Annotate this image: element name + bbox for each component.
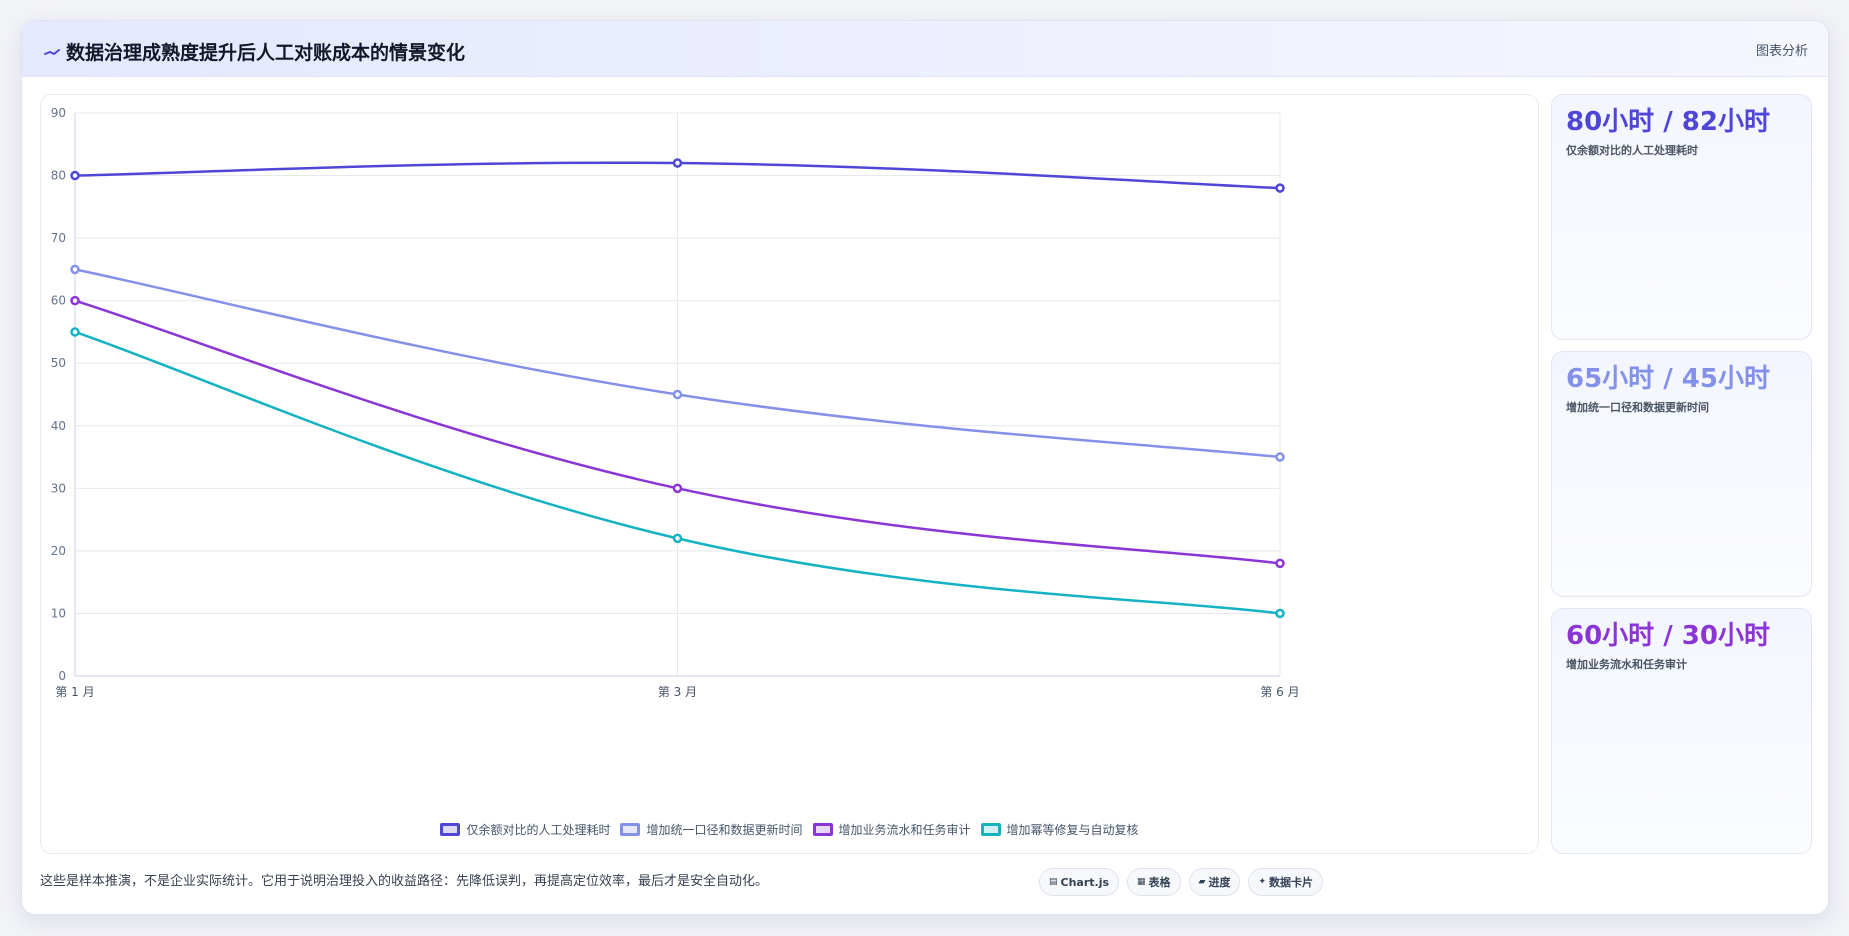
x-tick-label: 第 3 月 — [658, 685, 697, 699]
stat-card-3: 60小时 / 30小时 增加业务流水和任务审计 — [1551, 608, 1812, 854]
stat-card-1: 80小时 / 82小时 仅余额对比的人工处理耗时 — [1551, 94, 1812, 340]
y-tick-label: 40 — [51, 419, 66, 433]
legend-label: 增加统一口径和数据更新时间 — [646, 823, 803, 837]
stat-label: 仅余额对比的人工处理耗时 — [1566, 144, 1698, 157]
data-point — [672, 158, 683, 168]
chart-card: 数据治理成熟度提升后人工对账成本的情景变化 图表分析 0 10 20 30 40 50 60… — [21, 20, 1829, 915]
legend-item[interactable]: 增加业务流水和任务审计 — [812, 821, 971, 838]
chart-analysis-link[interactable]: 图表分析 — [1755, 44, 1808, 59]
footer-note: 这些是样本推演，不是企业实际统计。它用于说明治理投入的收益路径：先降低误判，再提… — [40, 874, 769, 889]
progress-icon: ▰ — [1198, 877, 1206, 887]
data-point — [672, 533, 683, 544]
data-point — [1275, 558, 1285, 569]
data-point — [1275, 452, 1285, 462]
progress-pill[interactable]: ▰ 进度 — [1188, 868, 1241, 896]
stat-value: 60小时 / 30小时 — [1566, 621, 1770, 651]
chart-panel: 0 10 20 30 40 50 60 70 80 90 第 1 月 第 3 月 第 6 月 仅余额对比… — [40, 94, 1539, 854]
pill-label: Chart.js — [1060, 875, 1110, 889]
view-pills: ▤ Chart.js ▦ 表格 ▰ 进度 ✦ 数据卡片 — [1039, 868, 1324, 896]
chart-icon: ▤ — [1049, 877, 1058, 887]
legend-item[interactable]: 增加幂等修复与自动复核 — [980, 821, 1139, 838]
line-chart: 0 10 20 30 40 50 60 70 80 90 第 1 月 第 3 月 第 6 月 — [51, 106, 1300, 699]
data-point — [70, 295, 80, 306]
stat-value: 80小时 / 82小时 — [1566, 107, 1770, 137]
data-point — [672, 483, 683, 494]
x-tick-label: 第 1 月 — [55, 685, 94, 699]
y-tick-label: 30 — [51, 481, 66, 495]
legend-swatch — [620, 823, 641, 836]
legend-label: 增加业务流水和任务审计 — [838, 823, 971, 837]
legend-item[interactable]: 增加统一口径和数据更新时间 — [620, 821, 803, 838]
y-tick-label: 60 — [51, 294, 66, 308]
pill-label: 进度 — [1208, 876, 1231, 889]
legend-swatch — [980, 823, 1001, 836]
y-tick-label: 70 — [51, 231, 66, 245]
data-card-pill[interactable]: ✦ 数据卡片 — [1248, 868, 1324, 896]
legend-swatch — [812, 823, 833, 836]
x-tick-label: 第 6 月 — [1260, 685, 1299, 699]
y-tick-label: 10 — [51, 606, 66, 620]
card-header: 数据治理成熟度提升后人工对账成本的情景变化 图表分析 — [22, 21, 1828, 77]
data-point — [70, 264, 80, 275]
title-group: 数据治理成熟度提升后人工对账成本的情景变化 — [42, 38, 465, 65]
y-tick-label: 0 — [58, 669, 66, 683]
stat-label: 增加业务流水和任务审计 — [1566, 658, 1687, 671]
stat-card-2: 65小时 / 45小时 增加统一口径和数据更新时间 — [1551, 351, 1812, 597]
y-tick-label: 20 — [51, 544, 66, 558]
trend-line-icon — [44, 48, 60, 55]
y-tick-label: 80 — [51, 169, 66, 183]
y-tick-label: 50 — [51, 356, 66, 370]
chart-legend: 仅余额对比的人工处理耗时 增加统一口径和数据更新时间 增加业务流水和任务审计 增加幂等… — [41, 821, 1538, 838]
data-point — [1275, 183, 1285, 193]
legend-label: 仅余额对比的人工处理耗时 — [466, 823, 611, 837]
pill-label: 数据卡片 — [1269, 876, 1314, 889]
data-point — [70, 170, 80, 181]
stat-value: 65小时 / 45小时 — [1566, 364, 1770, 394]
legend-label: 增加幂等修复与自动复核 — [1006, 823, 1139, 837]
page-title: 数据治理成熟度提升后人工对账成本的情景变化 — [66, 42, 466, 64]
y-tick-label: 90 — [51, 106, 66, 120]
table-pill[interactable]: ▦ 表格 — [1127, 868, 1181, 896]
data-point — [1275, 608, 1285, 619]
data-point — [672, 389, 683, 400]
data-point — [70, 327, 80, 337]
pill-label: 表格 — [1148, 876, 1171, 889]
table-icon: ▦ — [1137, 877, 1146, 887]
chartjs-pill[interactable]: ▤ Chart.js — [1039, 868, 1120, 896]
stat-label: 增加统一口径和数据更新时间 — [1566, 401, 1709, 414]
sparkle-icon: ✦ — [1258, 877, 1267, 887]
legend-swatch — [440, 823, 461, 836]
legend-item[interactable]: 仅余额对比的人工处理耗时 — [440, 821, 610, 838]
